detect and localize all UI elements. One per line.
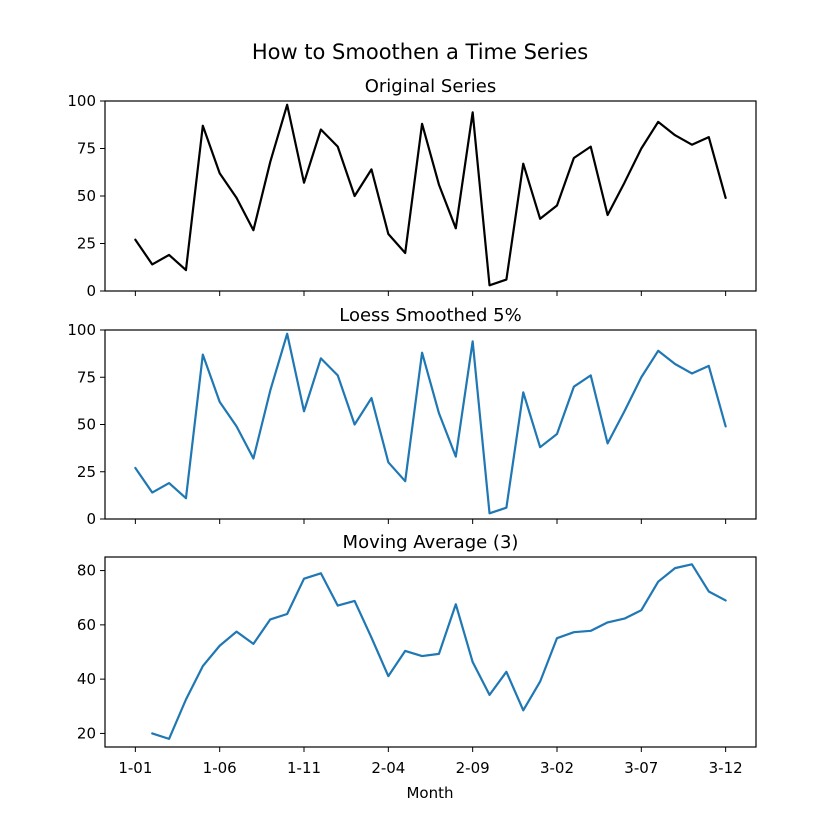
y-tick-label: 0 [86,510,96,528]
panel-title: Original Series [365,76,497,97]
x-tick-label: 3-12 [709,759,743,777]
y-tick-label: 50 [77,416,96,434]
y-tick-label: 25 [77,463,96,481]
y-tick-label: 75 [77,368,96,386]
y-tick-label: 40 [77,670,96,688]
y-tick-label: 100 [67,321,96,339]
y-tick-label: 0 [86,282,96,300]
x-tick-label: 2-04 [371,759,405,777]
x-tick-label: 2-09 [456,759,490,777]
panel-title: Loess Smoothed 5% [339,305,522,326]
y-tick-label: 50 [77,187,96,205]
series-line [151,563,727,740]
series-line [134,103,727,287]
panel-title: Moving Average (3) [343,532,519,553]
series-line [134,332,727,515]
x-axis-label: Month [406,784,453,802]
y-tick-label: 60 [77,616,96,634]
panel-1: Original Series 0 25 50 75 100 [67,76,757,300]
y-tick-label: 80 [77,562,96,580]
x-tick-label: 1-01 [118,759,152,777]
y-tick-label: 100 [67,92,96,110]
plot-frame [104,329,757,520]
plot-frame [104,100,757,292]
x-tick-label: 3-07 [624,759,658,777]
x-tick-label: 1-11 [287,759,321,777]
y-tick-label: 20 [77,724,96,742]
x-tick-label: 1-06 [203,759,237,777]
x-tick-label: 3-02 [540,759,574,777]
panel-3: Moving Average (3) 20 40 60 80 1-01 1-06 1-11 2-… [77,532,757,777]
plot-frame [104,556,757,748]
y-tick-label: 25 [77,235,96,253]
y-tick-label: 75 [77,140,96,158]
figure-title: How to Smoothen a Time Series [252,40,588,64]
panel-2: Loess Smoothed 5% 0 25 50 75 100 [67,305,757,528]
